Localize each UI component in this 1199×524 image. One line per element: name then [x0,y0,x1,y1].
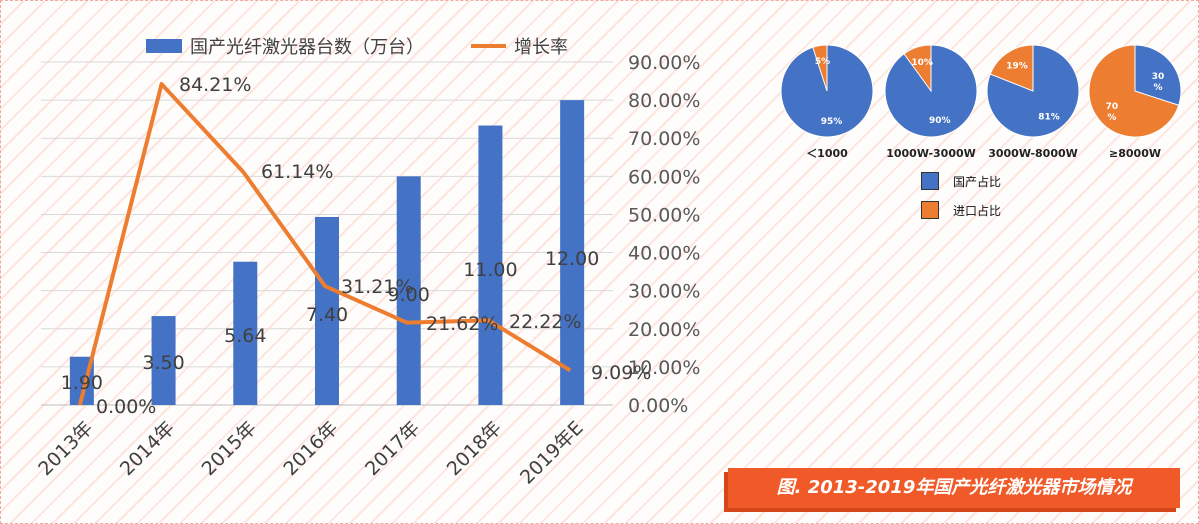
pie-slice-import [989,44,1034,92]
y-right-tick-label: 40.00% [628,243,700,265]
y-right-tick-label: 80.00% [628,90,700,112]
line-data-label: 22.22% [509,311,581,333]
pie-category-label: ≥8000W [1109,147,1161,160]
legend-swatch-bar [146,39,182,53]
bar [478,125,503,405]
y-right-tick-label: 20.00% [628,319,700,341]
pie-label-domestic: 90% [929,116,951,126]
y-right-tick-label: 70.00% [628,128,700,150]
x-tick-label: 2017年 [361,417,424,480]
x-tick-label: 2018年 [443,417,506,480]
bar [233,261,258,405]
pie-label-domestic: 95% [821,117,843,127]
x-tick-label: 2015年 [198,417,261,480]
bar-data-label: 9.00 [388,284,430,306]
x-tick-label: 2019年E [516,417,588,489]
bar-data-label: 12.00 [545,248,599,270]
pie-category-label: 1000W-3000W [886,147,976,160]
x-tick-label: 2013年 [34,417,97,480]
pie-label-import: % [1107,113,1116,123]
y-right-tick-label: 0.00% [628,395,688,417]
pie-category-label: 3000W-8000W [988,147,1078,160]
line-data-label: 31.21% [341,276,413,298]
pie-legend-swatch-import [921,201,939,219]
line-data-label: 61.14% [261,161,333,183]
pie-legend-label-domestic: 国产占比 [953,174,1002,189]
bar [396,176,421,405]
pie-slice-import [812,44,828,92]
legend-label-bar: 国产光纤激光器台数（万台） [190,37,424,58]
pie-legend-swatch-domestic [921,172,939,190]
pie-label-domestic: 81% [1038,113,1060,123]
pie-legend: 国产占比 进口占比 [921,171,1001,229]
pie-charts: 95% 5% ＜1000 90% 10% 1000W-3000W 81% 19% 3000W-8… [780,44,1182,160]
line-data-label: 84.21% [179,74,251,96]
pie-label-import: 5% [815,57,830,67]
figure-caption: 图. 2013-2019年国产光纤激光器市场情况 [728,468,1180,508]
pie-category-label: ＜1000 [806,147,848,160]
legend-label-line: 增长率 [514,37,568,58]
pie-label-domestic: % [1154,83,1163,93]
bar-data-label: 1.90 [61,372,103,394]
bar [315,216,339,405]
x-tick-label: 2016年 [279,417,342,480]
pie-slice-import [1088,44,1180,138]
y-right-tick-label: 50.00% [628,204,700,226]
bar [560,100,585,405]
pie-label-import: 70 [1106,102,1119,112]
y-right-tick-label: 10.00% [628,357,700,379]
pie-legend-label-import: 进口占比 [953,203,1002,218]
x-tick-label: 2014年 [116,417,179,480]
pie-label-import: 10% [911,58,933,68]
growth-rate-line [77,82,572,406]
pie-legend-item-import: 进口占比 [921,200,1001,220]
pie-label-import: 19% [1006,61,1028,71]
y-right-tick-label: 60.00% [628,166,700,188]
bar-data-label: 7.40 [306,304,348,326]
bar [151,316,176,405]
y-right-tick-label: 90.00% [628,52,700,74]
line-data-label: 21.62% [426,313,498,335]
bar-data-label: 3.50 [142,352,184,374]
pie-label-domestic: 30 [1152,72,1165,82]
main-chart: 0.00% 10.00% 20.00% 30.00% 40.00% 50.00% 60.00… [34,37,700,489]
pie-slice-import [903,44,932,93]
bar-data-label: 11.00 [463,259,517,281]
line-data-label: 0.00% [96,396,156,418]
pie-legend-item-domestic: 国产占比 [921,171,1001,191]
y-right-tick-label: 30.00% [628,281,700,303]
bar-data-label: 5.64 [224,325,266,347]
line-data-label: 9.09% [591,362,651,384]
